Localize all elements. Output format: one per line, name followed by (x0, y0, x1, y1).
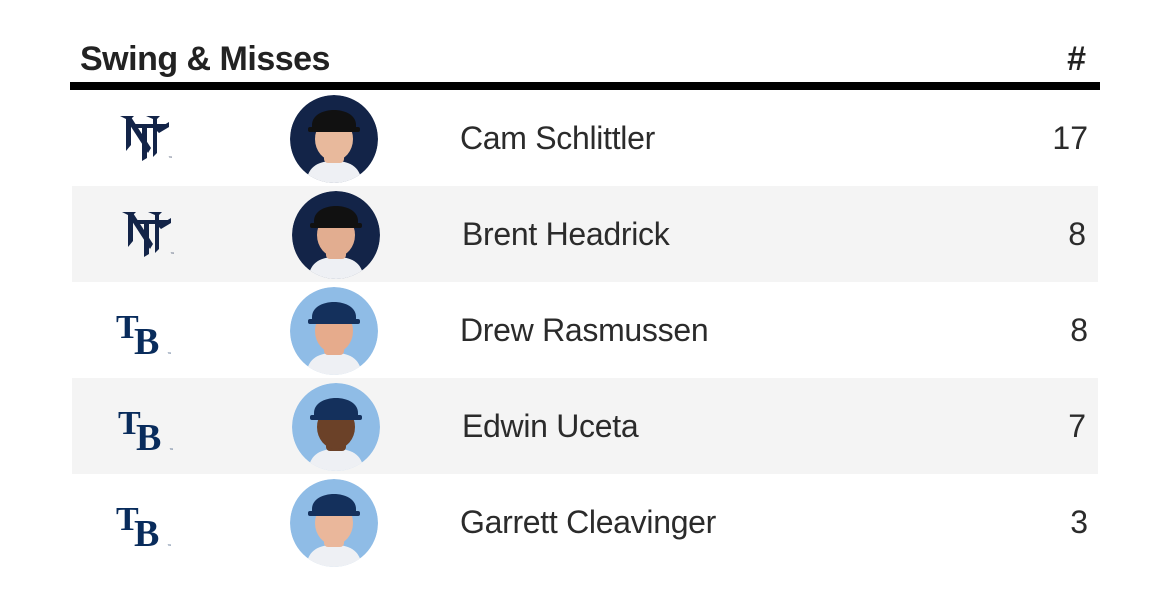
header-divider (70, 82, 1100, 90)
yankees-logo-icon: ™ (114, 110, 174, 166)
rays-logo-icon: T B ™ (116, 398, 176, 454)
yankees-logo-icon: ™ (116, 206, 176, 262)
rays-logo-icon: T B ™ (114, 494, 174, 550)
svg-text:™: ™ (167, 544, 172, 550)
svg-text:T: T (116, 501, 139, 538)
swing-miss-count: 8 (1070, 312, 1088, 348)
list-item: T B ™ Garrett Cleavinger 3 (70, 474, 1100, 570)
player-name: Edwin Uceta (462, 408, 639, 444)
player-name: Brent Headrick (462, 216, 670, 252)
swing-misses-leaderboard: Swing & Misses # ™ Cam Schlittler 17 ™ Br… (70, 30, 1100, 570)
svg-text:™: ™ (167, 352, 172, 358)
count-column-header: # (1067, 40, 1086, 78)
player-headshot (290, 95, 378, 183)
svg-text:B: B (134, 321, 159, 358)
swing-miss-count: 8 (1068, 216, 1086, 252)
list-item: ™ Cam Schlittler 17 (70, 90, 1100, 186)
player-name: Cam Schlittler (460, 120, 655, 156)
swing-miss-count: 17 (1052, 120, 1088, 156)
list-item: T B ™ Edwin Uceta 7 (72, 378, 1098, 474)
svg-text:™: ™ (170, 252, 175, 258)
player-headshot (292, 383, 380, 471)
list-item: T B ™ Drew Rasmussen 8 (70, 282, 1100, 378)
leaderboard-header: Swing & Misses # (70, 30, 1100, 82)
list-item: ™ Brent Headrick 8 (72, 186, 1098, 282)
svg-text:B: B (134, 513, 159, 550)
svg-text:T: T (118, 405, 141, 442)
swing-miss-count: 3 (1070, 504, 1088, 540)
player-list: ™ Cam Schlittler 17 ™ Brent Headrick 8 T B… (70, 90, 1100, 570)
player-name: Garrett Cleavinger (460, 504, 717, 540)
player-name: Drew Rasmussen (460, 312, 709, 348)
player-headshot (290, 479, 378, 567)
player-headshot (292, 191, 380, 279)
svg-text:™: ™ (169, 448, 174, 454)
rays-logo-icon: T B ™ (114, 302, 174, 358)
swing-miss-count: 7 (1068, 408, 1086, 444)
svg-text:™: ™ (168, 156, 173, 162)
leaderboard-title: Swing & Misses (80, 40, 330, 78)
player-headshot (290, 287, 378, 375)
svg-text:T: T (116, 309, 139, 346)
svg-text:B: B (136, 417, 161, 454)
